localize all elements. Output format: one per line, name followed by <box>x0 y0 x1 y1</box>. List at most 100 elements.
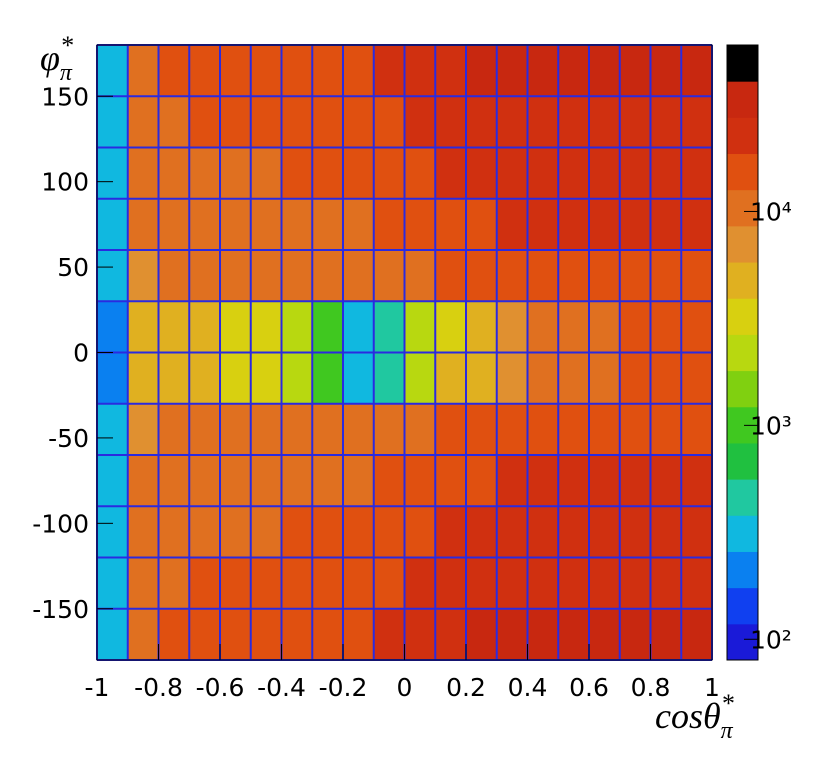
cell <box>220 455 252 507</box>
cell <box>343 301 375 353</box>
cell <box>527 96 559 148</box>
cell <box>589 250 621 302</box>
cell <box>404 557 436 610</box>
cell <box>312 147 344 200</box>
y-label-main: φ <box>40 38 60 78</box>
cell <box>466 557 498 610</box>
color-bar-step <box>727 370 758 408</box>
cell <box>97 301 129 353</box>
cell <box>466 45 498 97</box>
cell <box>343 608 375 661</box>
x-tick-label: 0.6 <box>569 673 609 702</box>
cell <box>343 557 375 610</box>
cell <box>404 352 436 405</box>
cell <box>681 198 713 251</box>
cell <box>527 45 559 97</box>
cell <box>650 45 682 97</box>
cell <box>189 506 221 558</box>
cell <box>496 96 528 148</box>
y-axis-label: φπ* <box>40 31 73 86</box>
cell <box>250 198 282 251</box>
y-label-sup: * <box>60 31 73 60</box>
cell <box>281 45 313 97</box>
cell <box>250 403 282 456</box>
cell <box>650 455 682 507</box>
cell <box>527 608 559 661</box>
cell <box>220 608 252 661</box>
cell <box>373 147 405 200</box>
cell <box>220 403 252 456</box>
cell <box>127 96 159 148</box>
cell <box>250 45 282 97</box>
cell <box>250 557 282 610</box>
cell <box>97 557 129 610</box>
cell <box>558 557 590 610</box>
cell <box>404 250 436 302</box>
color-bar-step <box>727 153 758 191</box>
cell <box>158 352 190 405</box>
cell <box>466 301 498 353</box>
cell <box>681 455 713 507</box>
cell <box>404 45 436 97</box>
cell <box>373 557 405 610</box>
cell <box>681 557 713 610</box>
z-tick-label: 10³ <box>750 411 792 440</box>
cell <box>435 198 467 251</box>
cell <box>619 45 651 97</box>
cell <box>650 198 682 251</box>
cell <box>312 45 344 97</box>
cell <box>589 45 621 97</box>
cell <box>343 352 375 405</box>
cell <box>343 45 375 97</box>
cell <box>127 301 159 353</box>
cell <box>281 403 313 456</box>
cell <box>435 557 467 610</box>
x-tick-label: -1 <box>85 673 110 702</box>
cell <box>250 352 282 405</box>
cell <box>435 96 467 148</box>
cell <box>496 403 528 456</box>
cell <box>496 352 528 405</box>
cell <box>250 250 282 302</box>
cell <box>496 557 528 610</box>
cell <box>373 250 405 302</box>
cell <box>650 96 682 148</box>
cell <box>127 147 159 200</box>
x-tick-label: -0.4 <box>257 673 306 702</box>
cell <box>435 301 467 353</box>
cell <box>619 250 651 302</box>
cell <box>373 45 405 97</box>
cell <box>681 403 713 456</box>
cell <box>158 250 190 302</box>
cell <box>527 403 559 456</box>
cell <box>281 147 313 200</box>
cell <box>527 301 559 353</box>
cell <box>619 198 651 251</box>
cell <box>220 506 252 558</box>
cell <box>466 506 498 558</box>
cell <box>312 506 344 558</box>
x-tick-label: 0.2 <box>446 673 486 702</box>
color-bar-step <box>727 515 758 552</box>
cell <box>343 250 375 302</box>
cell <box>681 608 713 661</box>
cell <box>158 147 190 200</box>
cell <box>466 608 498 661</box>
cell <box>127 250 159 302</box>
cell <box>158 557 190 610</box>
cell <box>312 557 344 610</box>
cell <box>404 96 436 148</box>
cell <box>496 608 528 661</box>
cell <box>619 557 651 610</box>
color-bar-step <box>727 262 758 299</box>
cell <box>435 455 467 507</box>
cell <box>220 250 252 302</box>
cell <box>619 403 651 456</box>
x-label-sup: * <box>721 689 734 718</box>
cell <box>435 147 467 200</box>
color-bar-step <box>727 45 758 82</box>
cell <box>650 403 682 456</box>
y-tick-label: 100 <box>41 168 89 197</box>
cell <box>466 250 498 302</box>
